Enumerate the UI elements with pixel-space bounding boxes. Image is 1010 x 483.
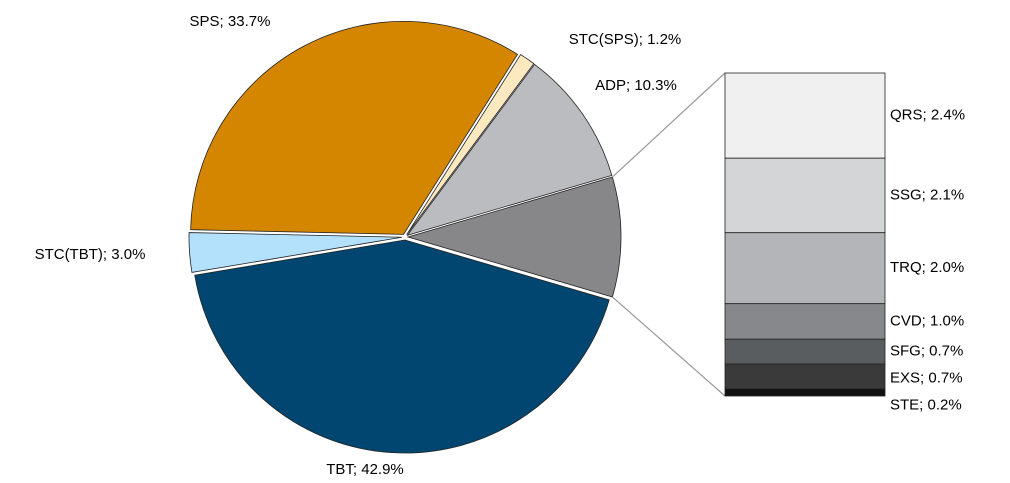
slice-label: ADP; 10.3% [595, 77, 677, 94]
pie-slice [406, 63, 613, 237]
slice-label: STC(SPS); 1.2% [569, 31, 682, 48]
pie-slice [194, 239, 610, 454]
slice-label: SPS; 33.7% [190, 13, 271, 30]
segment-label: CVD; 1.0% [890, 312, 964, 329]
pie-slice [190, 20, 519, 235]
connector [611, 72, 726, 178]
slice-label: TBT; 42.9% [326, 461, 404, 478]
connector [611, 296, 726, 397]
bar-segment [724, 72, 886, 159]
pie-slice [406, 54, 535, 235]
bar-segment [724, 303, 886, 340]
bar-segment [724, 363, 886, 390]
pie-slice [406, 176, 622, 298]
segment-label: TRQ; 2.0% [890, 259, 964, 276]
bar-segment [724, 232, 886, 305]
pie-slice [188, 232, 403, 273]
segment-label: QRS; 2.4% [890, 107, 965, 124]
bar-segment [724, 157, 886, 234]
segment-label: SFG; 0.7% [890, 343, 963, 360]
bar-segment [724, 338, 886, 365]
segment-label: SSG; 2.1% [890, 186, 964, 203]
segment-label: EXS; 0.7% [890, 370, 963, 387]
bar-segment [724, 388, 886, 397]
segment-label: STE; 0.2% [890, 397, 962, 414]
slice-label: STC(TBT); 3.0% [35, 246, 146, 263]
